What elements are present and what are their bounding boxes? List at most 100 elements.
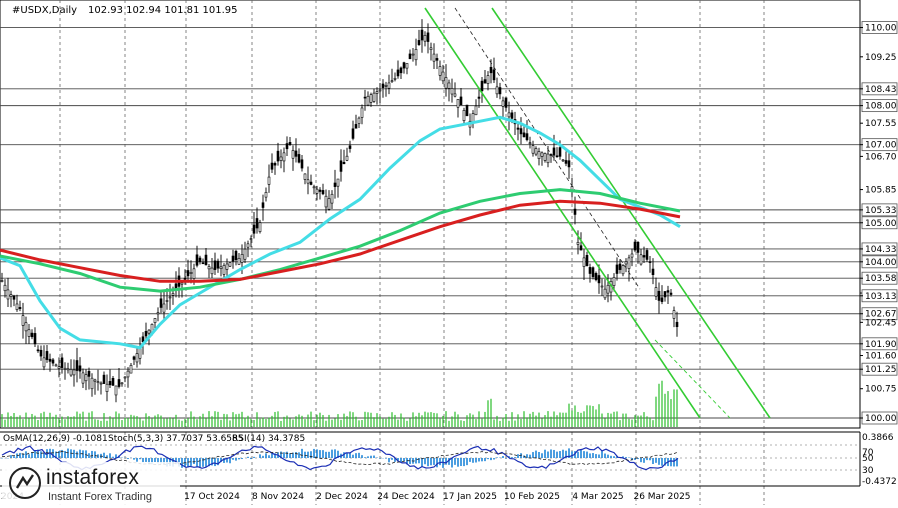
candle-body: [573, 208, 577, 215]
candle-body: [483, 79, 487, 84]
candle-body: [648, 261, 652, 263]
candle-body: [222, 265, 226, 275]
candle-body: [336, 178, 340, 187]
candle-body: [153, 318, 157, 323]
candle-body: [195, 254, 199, 266]
time-label-8: 26 Mar 2025: [633, 492, 690, 502]
candle-body: [72, 369, 76, 376]
candle-body: [633, 241, 637, 251]
candle-body: [24, 322, 28, 332]
candle-body: [438, 66, 442, 76]
candle-body: [237, 258, 241, 265]
candle-body: [606, 284, 610, 294]
candle-body: [216, 260, 220, 269]
rsi-label: RSI(14) 34.3785: [232, 434, 305, 444]
candle-body: [333, 182, 337, 187]
candle-body: [531, 145, 535, 154]
candle-body: [372, 92, 376, 102]
candle-body: [21, 315, 25, 326]
stoch-line: [1, 445, 679, 471]
candle-body: [48, 358, 52, 362]
candle-body: [168, 296, 172, 299]
time-label-5: 17 Jan 2025: [443, 492, 497, 502]
candle-body: [180, 282, 184, 285]
candle-body: [228, 262, 232, 267]
candle-body: [552, 147, 556, 156]
price-tick-label-10: 104.33: [865, 245, 897, 255]
candle-body: [66, 368, 70, 371]
candle-body: [399, 67, 403, 74]
candle-body: [261, 202, 265, 208]
price-tick-label-0: 110.00: [865, 24, 897, 34]
candle-body: [429, 47, 433, 50]
candle-body: [231, 255, 235, 262]
candle-body: [405, 63, 409, 69]
candle-body: [81, 372, 85, 384]
candle-body: [666, 290, 670, 293]
candle-body: [516, 127, 520, 130]
candle-body: [612, 277, 616, 286]
candle-body: [135, 353, 139, 363]
candle-body: [381, 83, 385, 88]
price-tick-label-3: 108.00: [865, 102, 897, 112]
candle-body: [636, 241, 640, 253]
candle-body: [117, 379, 121, 387]
candle-body: [378, 89, 382, 92]
candle-body: [543, 153, 547, 161]
candle-body: [567, 160, 571, 168]
price-tick-label-14: 103.13: [865, 292, 897, 302]
candle-body: [660, 297, 664, 302]
candle-body: [351, 128, 355, 139]
candle-body: [339, 160, 343, 172]
candle-body: [504, 97, 508, 108]
candle-body: [255, 218, 259, 229]
ma-line-ma_slow: [0, 199, 681, 283]
candle-body: [615, 264, 619, 274]
candle-body: [159, 298, 163, 308]
candle-body: [33, 333, 37, 345]
price-tick-label-8: 105.33: [865, 206, 897, 216]
candle-body: [90, 377, 94, 390]
candle-body: [414, 49, 418, 61]
candle-body: [171, 293, 175, 296]
candle-body: [528, 142, 532, 145]
candle-body: [642, 255, 646, 258]
candle-body: [99, 382, 103, 385]
candle-body: [489, 66, 493, 74]
candles: [0, 19, 679, 403]
candle-body: [306, 179, 310, 184]
channel-line-1: [491, 7, 771, 419]
candle-body: [285, 143, 289, 150]
indicator-scale-0: 0.3866: [862, 433, 894, 443]
candle-body: [183, 277, 187, 280]
candle-body: [273, 163, 277, 166]
time-label-1: 17 Oct 2024: [184, 492, 240, 502]
moving-averages: [0, 115, 681, 350]
candle-body: [471, 113, 475, 123]
candle-body: [258, 222, 262, 232]
candle-body: [204, 254, 208, 266]
candle-body: [594, 273, 598, 281]
candle-body: [534, 148, 538, 155]
candle-body: [396, 69, 400, 77]
osma-label: OsMA(12,26,9) -0.1081: [3, 434, 108, 444]
volume-bars: [1, 380, 678, 427]
candle-body: [474, 105, 478, 116]
candle-body: [384, 85, 388, 87]
candle-body: [651, 268, 655, 275]
candle-body: [129, 364, 133, 374]
candle-body: [327, 198, 331, 210]
candle-body: [477, 96, 481, 99]
candle-body: [30, 332, 34, 338]
candle-body: [78, 365, 82, 372]
candle-body: [318, 189, 322, 192]
candle-body: [126, 370, 130, 378]
candle-body: [246, 243, 250, 248]
price-tick-label-19: 101.25: [865, 365, 897, 375]
price-levels: [0, 27, 860, 419]
candle-body: [282, 152, 286, 162]
candle-body: [510, 112, 514, 119]
candle-body: [603, 288, 607, 299]
candle-body: [198, 257, 202, 263]
candle-body: [522, 132, 526, 138]
